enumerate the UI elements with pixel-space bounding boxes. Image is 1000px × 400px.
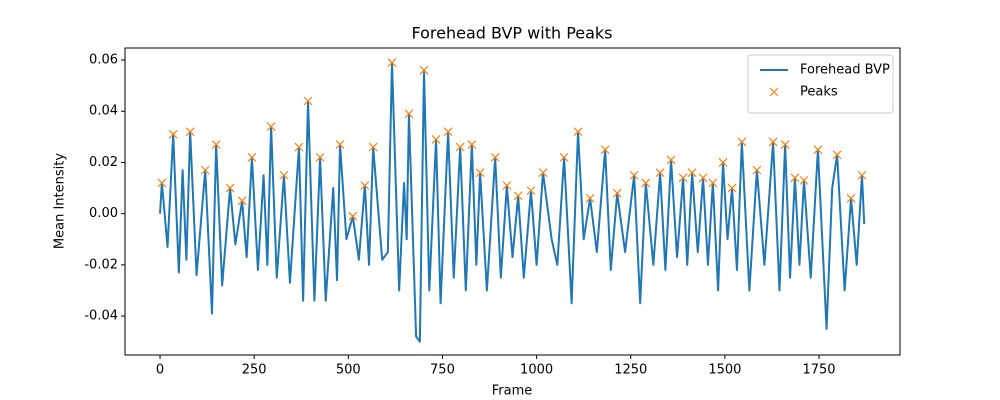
peak-marker [799,175,809,185]
peak-marker [857,170,867,180]
peak-marker [727,183,737,193]
x-tick-label: 1000 [520,363,553,378]
legend-marker [769,87,779,97]
peak-marker [600,145,610,155]
x-tick-label: 250 [242,363,267,378]
y-tick-label: -0.04 [84,309,118,324]
x-tick-label: 1750 [802,363,835,378]
peak-marker [200,165,210,175]
peak-marker [813,145,823,155]
peak-marker [502,181,512,190]
peak-marker [387,58,397,68]
peak-marker [168,129,178,139]
peak-marker [294,142,304,152]
peak-marker [266,122,276,132]
y-tick-label: 0.00 [89,206,118,221]
peak-marker [211,140,221,149]
x-tick-label: 0 [156,363,164,378]
y-tick-label: -0.02 [84,257,118,272]
peak-marker [718,158,728,167]
peak-marker [431,134,441,144]
peak-marker [573,127,583,137]
peak-marker [752,165,762,175]
peak-marker [790,173,800,183]
peak-marker [846,193,856,203]
y-axis-label: Mean Intensity [53,153,68,249]
legend-label: Forehead BVP [800,63,890,78]
legend-label: Peaks [800,85,838,100]
plot-area [157,58,867,343]
peak-marker [443,127,453,137]
peak-marker [737,137,747,147]
peak-marker [698,173,708,183]
peak-marker [404,109,414,119]
peak-marker [687,168,697,178]
axes-frame [124,47,901,356]
peak-marker [455,142,465,152]
peak-marker [666,155,676,165]
peak-marker [419,65,429,75]
peak-marker [360,181,370,190]
peak-marker [538,168,548,178]
peak-marker [490,152,500,162]
x-tick-label: 1500 [708,363,741,378]
peak-marker [157,178,167,188]
x-tick-label: 750 [430,363,455,378]
peak-marker [708,178,718,188]
peak-marker [237,196,247,206]
peak-marker [612,188,622,198]
peak-marker [513,191,523,201]
peak-marker [348,211,358,221]
peak-marker [368,142,378,152]
peak-marker [315,152,325,162]
x-tick-label: 500 [336,363,361,378]
peak-marker [559,152,569,162]
peak-marker [585,193,595,203]
peak-marker [335,140,345,149]
y-tick-label: 0.04 [89,104,118,119]
peak-marker [225,183,235,193]
peak-marker [655,168,665,178]
peak-marker [185,127,195,137]
y-tick-label: 0.02 [89,155,118,170]
peak-marker [467,140,477,149]
peak-marker [247,152,257,162]
chart-title: Forehead BVP with Peaks [411,24,612,43]
peak-marker [768,137,778,147]
peak-marker [832,150,842,160]
x-axis-label: Frame [492,384,533,399]
peak-marker [475,168,485,178]
peak-marker [629,170,639,180]
y-tick-label: 0.06 [89,53,118,68]
peak-marker [678,173,688,183]
peak-marker [526,186,536,196]
peak-marker [641,178,651,188]
peak-marker [780,140,790,149]
x-tick-label: 1250 [614,363,647,378]
peak-marker [279,170,289,180]
peak-marker [303,96,313,106]
